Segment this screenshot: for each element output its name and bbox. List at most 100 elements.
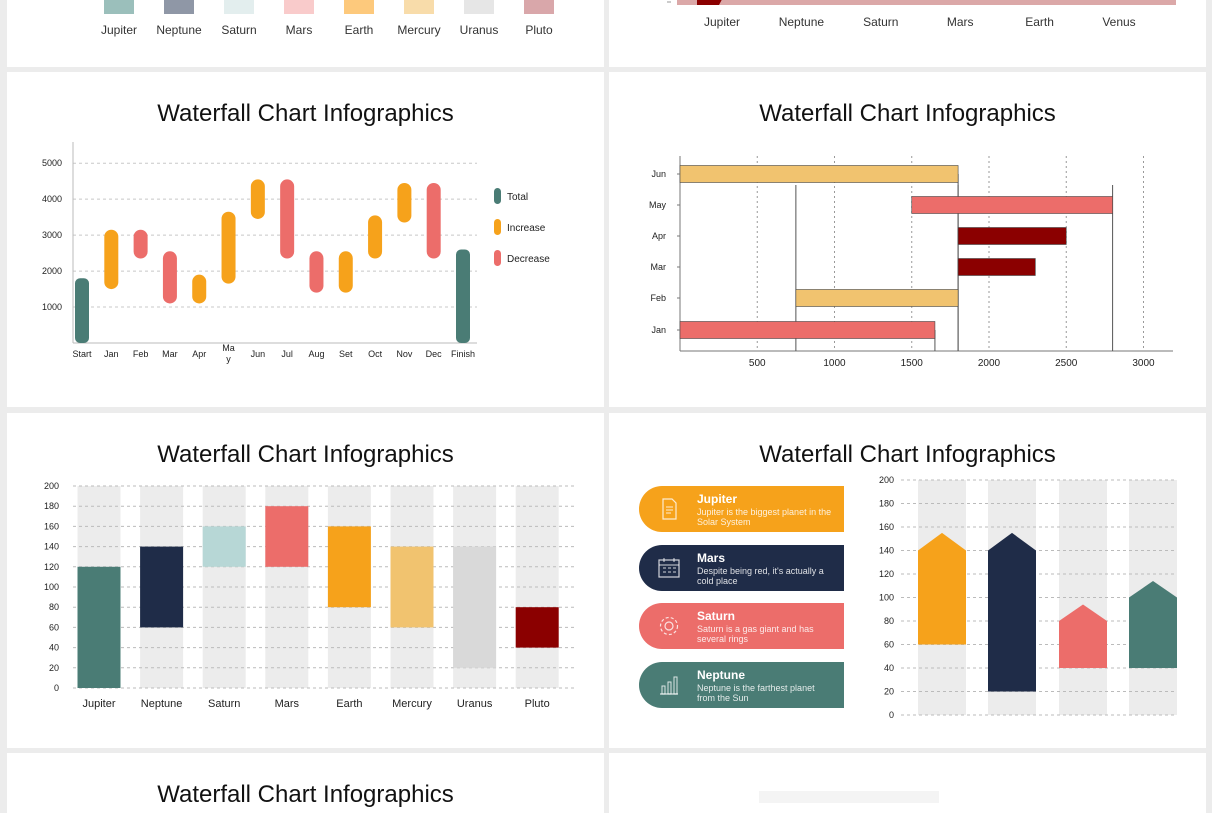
y-tick-label: 160	[44, 521, 59, 531]
x-tick-label: Uranus	[457, 698, 493, 710]
waterfall-bar	[957, 227, 1067, 245]
y-tick-label: 1000	[42, 302, 62, 312]
y-tick-label: 60	[49, 622, 59, 632]
arrow-bar	[1129, 581, 1177, 668]
x-tick-label: Mercury	[392, 698, 432, 710]
legend-swatch	[284, 0, 314, 14]
waterfall-bar	[397, 182, 412, 223]
arrow-bar	[918, 532, 966, 645]
panel-waterfall-vertical: Waterfall Chart Infographics 1000 2000 300…	[7, 72, 604, 407]
legend-label: Pluto	[525, 23, 553, 37]
legend-swatch	[164, 0, 194, 14]
y-tick-label: 4000	[42, 194, 62, 204]
x-tick-label: y	[226, 354, 231, 364]
x-tick-label: Apr	[192, 349, 206, 359]
legend-label: Neptune	[156, 23, 202, 37]
legend-label: Uranus	[459, 23, 499, 37]
legend-swatch	[494, 188, 501, 204]
x-tick-label: 500	[749, 358, 766, 369]
y-tick-label: 0	[54, 683, 59, 693]
bar-chart-icon	[657, 673, 681, 697]
x-tick-label: Oct	[368, 349, 383, 359]
waterfall-bar	[338, 251, 353, 293]
y-tick-label: 180	[44, 501, 59, 511]
y-tick-label: 20	[49, 663, 59, 673]
floating-bar	[327, 526, 371, 608]
waterfall-bar	[911, 196, 1113, 214]
arrow-bar	[988, 532, 1036, 692]
x-tick-label: Earth	[1025, 15, 1054, 29]
y-tick-label: 200	[879, 475, 894, 485]
panel-top-right: Jupiter Neptune Saturn Mars Earth Venus	[609, 0, 1206, 67]
y-tick-label: Mar	[651, 262, 667, 272]
y-tick-label: May	[649, 200, 667, 210]
card-title: Mars	[697, 550, 726, 565]
chart-title: Waterfall Chart Infographics	[759, 100, 1056, 127]
legend-label: Jupiter	[100, 23, 138, 37]
x-tick-label: Mar	[162, 349, 178, 359]
x-tick-label: Neptune	[141, 698, 183, 710]
x-tick-label: Pluto	[525, 698, 550, 710]
legend-label: Mars	[285, 23, 313, 37]
y-tick-label: 120	[44, 562, 59, 572]
bar-remnant	[677, 0, 1176, 5]
waterfall-bar	[104, 229, 119, 290]
legend-label: Decrease	[507, 254, 550, 265]
legend-swatch	[104, 0, 134, 14]
legend-swatch	[494, 250, 501, 266]
y-tick-label: 60	[884, 640, 894, 650]
x-tick-label: Jul	[281, 349, 293, 359]
y-tick-label: Jun	[651, 169, 666, 179]
arrow-bar	[1059, 604, 1107, 668]
panel-cards-arrow-chart: Waterfall Chart Infographics Jupiter Jupi…	[609, 413, 1206, 748]
y-tick-label: 40	[49, 643, 59, 653]
legend-label: Saturn	[221, 23, 257, 37]
legend-label: Increase	[507, 223, 546, 234]
x-tick-label: Set	[339, 349, 353, 359]
x-tick-label: 3000	[1132, 358, 1155, 369]
waterfall-chart-2: 500 1000 1500 2000 2500 3000 Jan Feb Mar Apr May Ju…	[649, 156, 1173, 369]
x-tick-label: Nov	[396, 349, 413, 359]
y-tick-label: Apr	[652, 231, 666, 241]
top-right-chart: Jupiter Neptune Saturn Mars Earth Venus	[667, 0, 1176, 29]
y-tick-label: 140	[44, 542, 59, 552]
x-tick-label: Jun	[251, 349, 266, 359]
x-tick-label: Finish	[451, 349, 475, 359]
arrow-column-chart: 0 20 40 60 80 100 120 140 160 180 200	[879, 475, 1177, 720]
panel-floating-columns: Waterfall Chart Infographics 0 20 40 60 80 10…	[7, 413, 604, 748]
document-icon	[657, 497, 681, 521]
waterfall-bar	[250, 179, 265, 219]
legend-swatch	[494, 219, 501, 235]
legend-swatch	[464, 0, 494, 14]
y-tick-label: 5000	[42, 158, 62, 168]
y-tick-label: 200	[44, 481, 59, 491]
x-tick-label: 2500	[1055, 358, 1078, 369]
card-title: Saturn	[697, 609, 736, 623]
waterfall-bar	[368, 215, 383, 259]
x-tick-label: Saturn	[208, 698, 240, 710]
bar-remnant-arrow	[697, 0, 722, 5]
legend-label: Total	[507, 192, 528, 203]
waterfall-bar	[795, 289, 959, 307]
floating-bar	[265, 506, 309, 567]
floating-bar	[390, 546, 434, 628]
x-tick-label: Venus	[1102, 15, 1135, 29]
waterfall-bar	[679, 165, 959, 183]
legend-swatch	[224, 0, 254, 14]
y-tick-label: Feb	[650, 293, 666, 303]
chart-title: Waterfall Chart Infographics	[759, 441, 1056, 468]
x-tick-label: Mars	[947, 15, 974, 29]
waterfall-bar	[309, 251, 324, 293]
y-tick-label: 180	[879, 499, 894, 509]
y-tick-label: 160	[879, 522, 894, 532]
legend-swatch	[344, 0, 374, 14]
y-tick-label: 80	[49, 602, 59, 612]
x-tick-label: Ma	[222, 343, 235, 353]
y-tick-label: 2000	[42, 266, 62, 276]
x-tick-label: Jan	[104, 349, 119, 359]
card-title: Neptune	[697, 667, 745, 682]
waterfall-bar	[133, 229, 148, 259]
info-card: Jupiter Jupiter is the biggest planet in …	[639, 486, 844, 532]
y-tick-label: 0	[889, 710, 894, 720]
panel-bottom-left: Waterfall Chart Infographics	[7, 753, 604, 813]
